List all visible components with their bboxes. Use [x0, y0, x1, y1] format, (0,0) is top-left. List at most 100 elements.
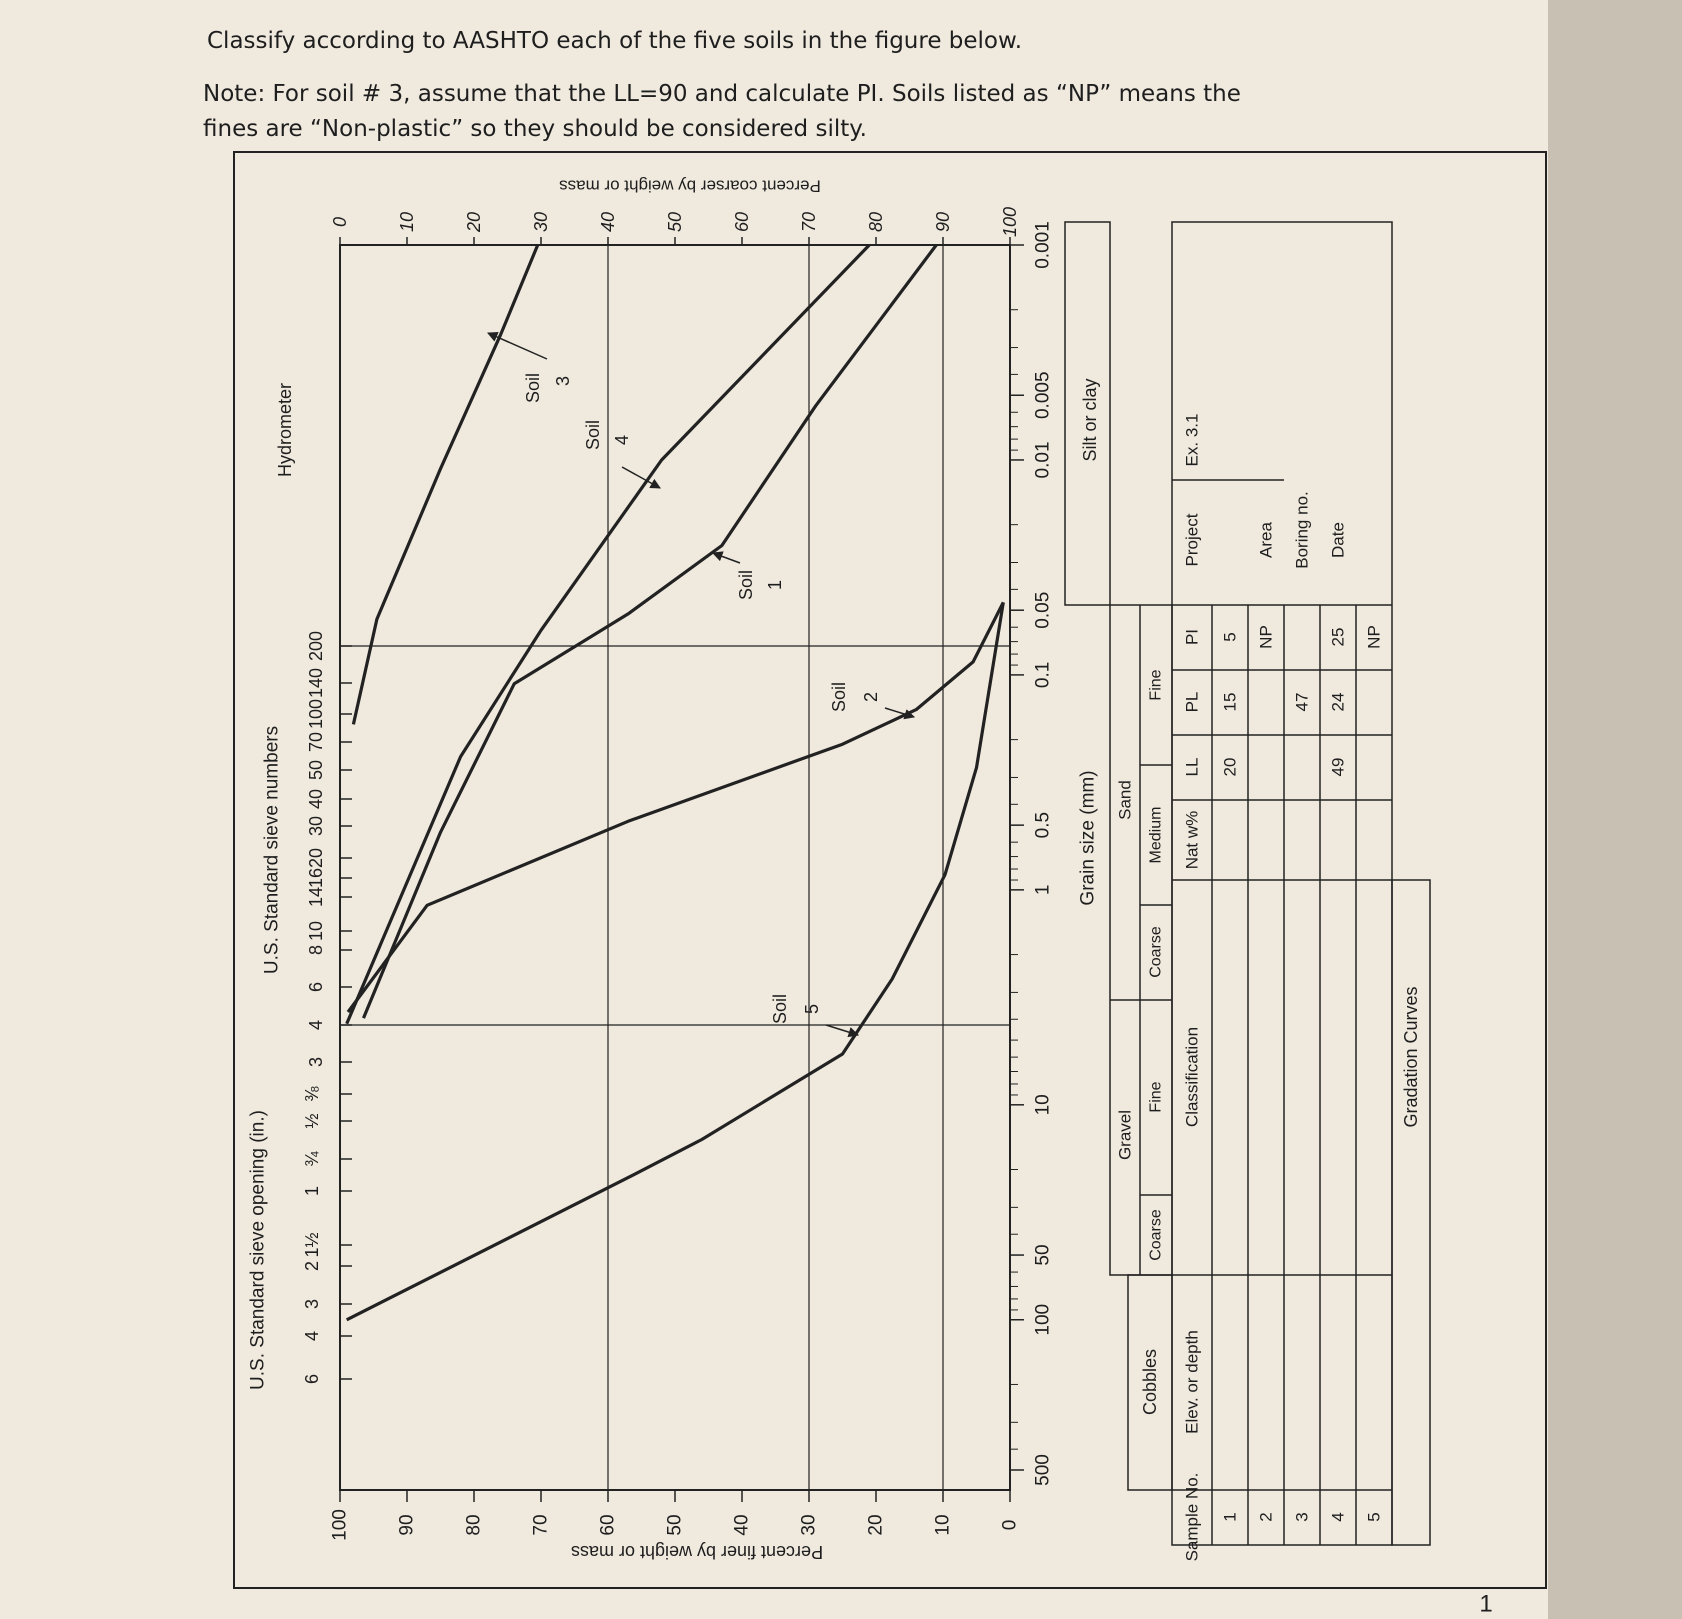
sieve-number-label: 3 [306, 1057, 326, 1067]
info-label: Boring no. [1293, 491, 1312, 569]
info-label: Area [1257, 522, 1276, 558]
curve-label: Soil [523, 373, 543, 403]
grain-size-tick-label: 0.005 [1033, 371, 1054, 419]
table-cell: 4 [1329, 1512, 1348, 1521]
table-header: PI [1183, 629, 1202, 645]
footer: Gradation Curves [1401, 986, 1421, 1127]
table-cell: 25 [1329, 628, 1348, 647]
sieve-number-label: 6 [306, 982, 326, 992]
curve-number: 1 [765, 580, 785, 590]
sieve-number-label: 40 [306, 789, 326, 809]
table-header: Nat w% [1183, 811, 1202, 870]
sieve-number-label: 200 [306, 631, 326, 661]
percent-coarser-tick-label: 70 [799, 212, 819, 232]
gradation-curve [362, 244, 938, 1019]
table-cell: 2 [1257, 1512, 1276, 1521]
table-cell: 49 [1329, 758, 1348, 777]
percent-coarser-tick-label: 20 [464, 212, 484, 233]
percent-finer-tick-label: 90 [397, 1514, 418, 1535]
grain-size-tick-label: 1 [1033, 885, 1054, 896]
sieve-opening-label: 2 [302, 1261, 322, 1271]
percent-finer-tick-label: 70 [531, 1514, 552, 1535]
sieve-opening-label: 1 [302, 1186, 322, 1196]
silt-box [1064, 221, 1111, 606]
sieve-number-label: 16 [306, 868, 326, 888]
sieve-number-label: 30 [306, 816, 326, 836]
table-cell: 20 [1221, 758, 1240, 777]
axis-title: U.S. Standard sieve numbers [262, 726, 283, 974]
info-label: Date [1329, 522, 1348, 558]
axis-title: Percent finer by weight or mass [571, 1542, 823, 1562]
table-header: Classification [1183, 1027, 1202, 1127]
percent-finer-tick-label: 60 [598, 1514, 619, 1535]
footer-box [1391, 879, 1431, 1546]
background-edge [1548, 0, 1682, 1619]
instruction-line: Note: For soil # 3, assume that the LL=9… [203, 81, 1241, 107]
sieve-opening-label: 6 [302, 1374, 322, 1384]
sieve-number-label: 100 [306, 699, 326, 729]
info-label: Project [1183, 513, 1202, 566]
curve-arrow [884, 707, 916, 720]
percent-finer-tick-label: 80 [464, 1514, 485, 1535]
curve-arrow [712, 551, 741, 564]
size-class: Gravel [1116, 1110, 1135, 1160]
table-cell: 5 [1221, 632, 1240, 641]
percent-finer-tick-label: 10 [933, 1514, 954, 1535]
sieve-opening-label: 1½ [302, 1232, 322, 1257]
grain-size-tick-label: 0.1 [1033, 662, 1054, 688]
percent-coarser-tick-label: 10 [397, 212, 417, 232]
curve-arrow [621, 466, 661, 489]
table-cell: NP [1257, 625, 1276, 649]
sieve-opening-label: ¾ [302, 1151, 322, 1167]
grain-size-tick-label: 500 [1033, 1454, 1054, 1486]
axis-title: Grain size (mm) [1078, 770, 1099, 905]
page-number: 1 [1479, 1591, 1492, 1618]
grain-size-tick-label: 10 [1033, 1094, 1054, 1115]
sieve-opening-label: 4 [302, 1331, 322, 1341]
percent-finer-tick-label: 100 [330, 1509, 351, 1541]
curve-number: 5 [802, 1004, 822, 1014]
size-class: Silt or clay [1080, 378, 1100, 461]
size-class: Sand [1116, 780, 1135, 820]
table-cell: 47 [1293, 693, 1312, 712]
gradation-curve [346, 601, 1005, 1013]
percent-coarser-tick-label: 90 [933, 212, 953, 232]
info-value: Ex. 3.1 [1183, 414, 1202, 467]
table-header: Elev. or depth [1183, 1330, 1202, 1434]
size-class: Coarse [1148, 1209, 1165, 1261]
curve-label: Soil [770, 994, 790, 1024]
curve-arrow [825, 1024, 860, 1038]
grain-size-tick-label: 100 [1033, 1304, 1054, 1336]
grain-size-tick-label: 0.001 [1033, 221, 1054, 269]
sieve-number-label: 14 [306, 887, 326, 907]
percent-finer-tick-label: 40 [732, 1514, 753, 1535]
gradation-curve [345, 243, 871, 1025]
percent-finer-tick-label: 50 [665, 1514, 686, 1535]
percent-finer-tick-label: 0 [1000, 1520, 1021, 1531]
percent-finer-tick-label: 30 [799, 1514, 820, 1535]
curve-label: Soil [829, 682, 849, 712]
sieve-opening-label: ½ [302, 1113, 322, 1128]
percent-coarser-tick-label: 30 [531, 212, 551, 232]
percent-coarser-tick-label: 0 [330, 217, 350, 227]
table-header: PL [1183, 692, 1202, 713]
table-cell: 5 [1365, 1512, 1384, 1521]
size-class: Medium [1148, 807, 1165, 864]
axis-title: U.S. Standard sieve opening (in.) [248, 1110, 269, 1390]
figure-frame [233, 151, 1547, 1589]
table-cell: NP [1365, 625, 1384, 649]
axis-title: Hydrometer [275, 383, 295, 477]
sieve-number-label: 10 [306, 921, 326, 941]
curve-number: 4 [612, 435, 632, 445]
percent-coarser-tick-label: 40 [598, 212, 618, 232]
size-class: Fine [1148, 669, 1165, 700]
sieve-opening-label: 3 [302, 1299, 322, 1309]
table-cell: 24 [1329, 693, 1348, 712]
curve-label: Soil [736, 570, 756, 600]
axis-title: Percent coarser by weight or mass [559, 177, 821, 196]
instruction-line: Classify according to AASHTO each of the… [207, 28, 1022, 54]
sieve-number-label: 140 [306, 668, 326, 698]
